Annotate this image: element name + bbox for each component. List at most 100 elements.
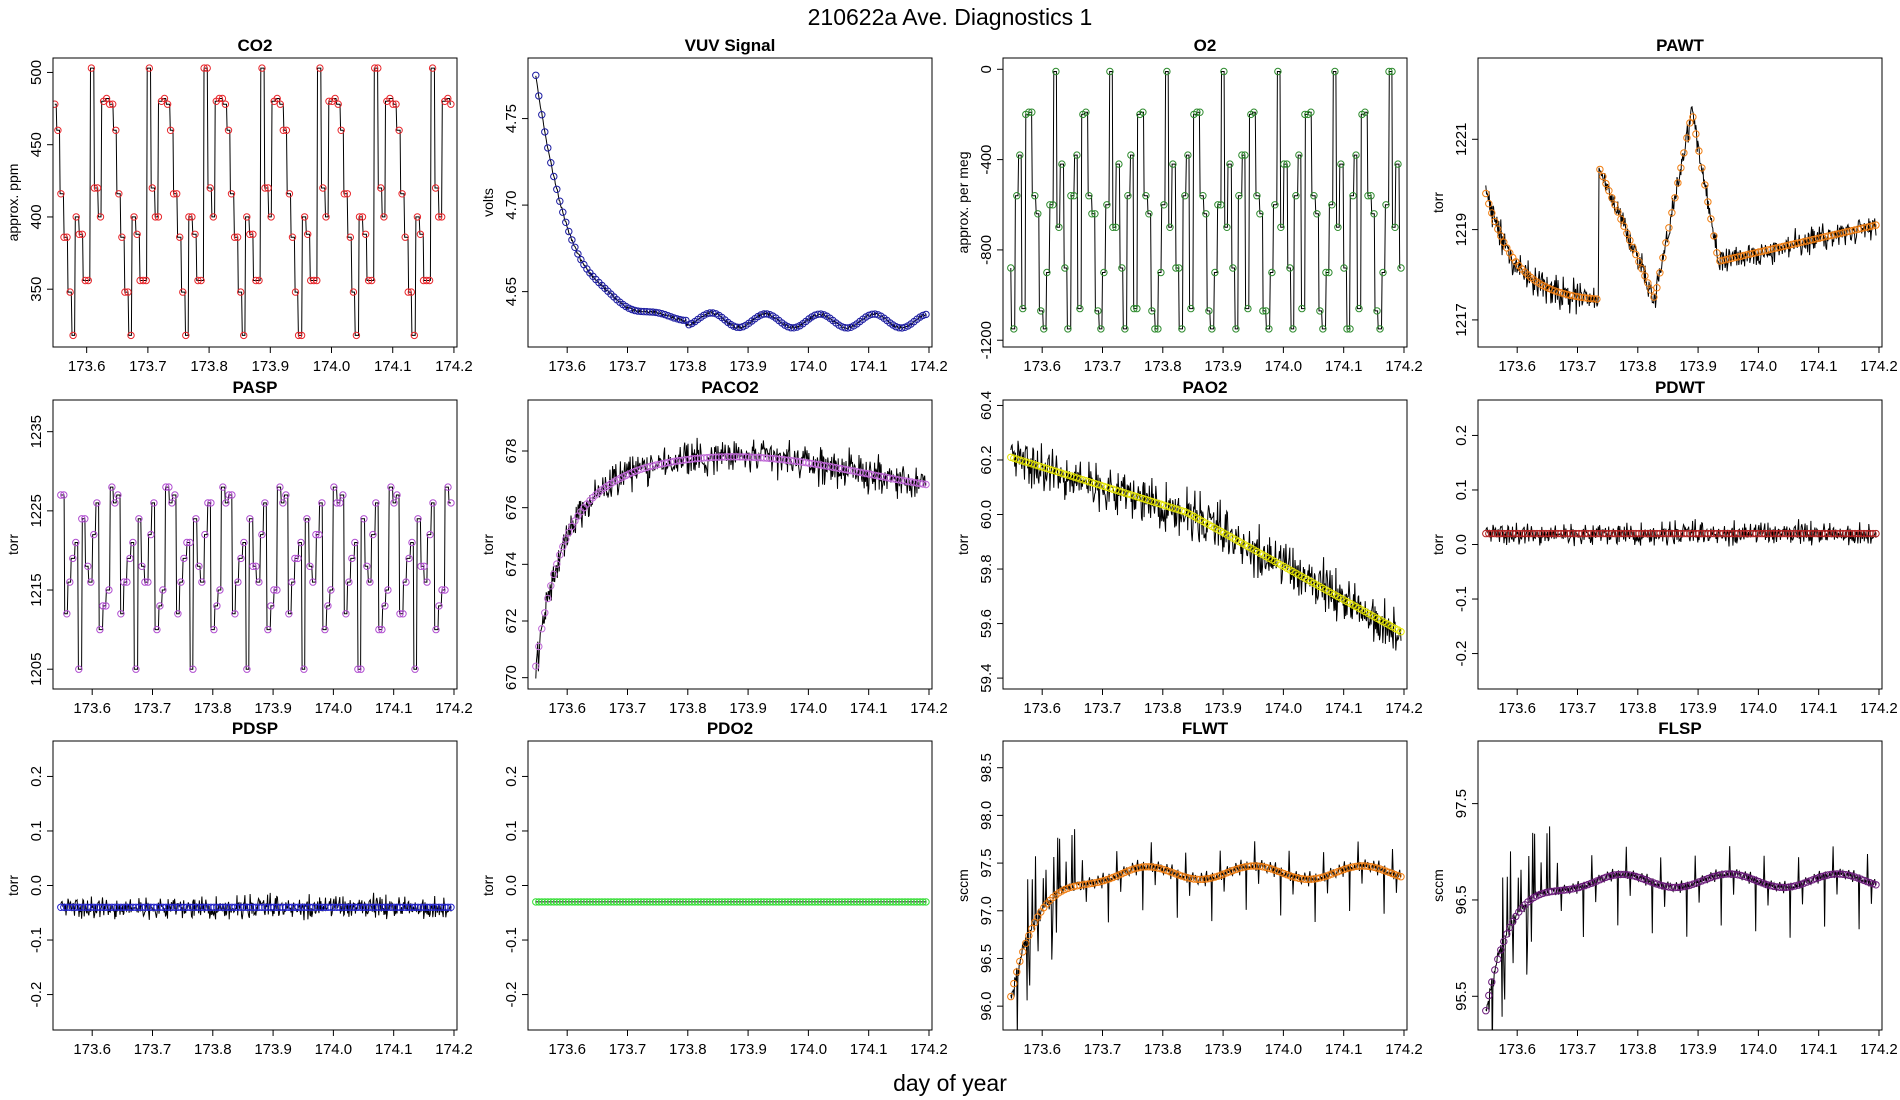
- plot-area: [53, 64, 455, 340]
- y-tick-label: 59.4: [978, 663, 995, 692]
- x-tick-label: 173.6: [548, 700, 586, 717]
- series-line: [535, 75, 927, 331]
- data-point: [371, 64, 379, 72]
- y-tick-label: 670: [503, 665, 520, 690]
- data-point: [386, 94, 394, 103]
- y-tick-label: 59.8: [978, 554, 995, 583]
- data-point: [1364, 192, 1372, 200]
- data-point: [1199, 192, 1207, 200]
- data-point: [544, 594, 552, 603]
- data-point: [390, 499, 398, 507]
- y-tick-label: 450: [28, 132, 45, 157]
- data-point: [568, 522, 576, 531]
- data-point: [243, 213, 251, 221]
- data-point: [162, 483, 170, 491]
- data-point: [288, 233, 297, 241]
- data-point: [444, 483, 452, 491]
- data-point: [1133, 304, 1141, 313]
- data-point: [366, 578, 374, 586]
- x-tick-label: 173.6: [548, 358, 586, 375]
- y-tick-label: 1221: [1453, 123, 1470, 156]
- data-point: [148, 184, 157, 192]
- data-point: [1394, 160, 1402, 168]
- data-point: [1166, 223, 1174, 232]
- data-point: [919, 480, 927, 488]
- chart-title: FLWT: [1182, 719, 1229, 738]
- data-point: [1205, 307, 1213, 315]
- data-point: [550, 172, 558, 181]
- data-point: [444, 94, 452, 103]
- data-point: [139, 276, 147, 285]
- data-point: [1025, 108, 1033, 116]
- data-point: [169, 190, 178, 198]
- data-point: [1695, 147, 1703, 155]
- data-point: [1686, 119, 1694, 127]
- data-point: [156, 602, 164, 610]
- data-point: [315, 530, 323, 539]
- y-tick-label: -0.1: [503, 927, 520, 953]
- plot-area: [1482, 105, 1880, 315]
- data-point: [285, 190, 294, 198]
- data-point: [432, 625, 440, 634]
- data-point: [255, 578, 263, 586]
- data-point: [547, 159, 555, 167]
- data-point: [571, 243, 579, 252]
- data-point: [198, 578, 206, 586]
- data-point: [1193, 108, 1201, 116]
- data-point: [204, 499, 212, 507]
- data-point: [565, 528, 573, 537]
- data-point: [389, 100, 397, 108]
- data-point: [111, 499, 119, 507]
- y-tick-label: 0.0: [503, 875, 520, 896]
- y-tick-label: 98.0: [978, 801, 995, 830]
- x-tick-label: 173.8: [1144, 700, 1182, 717]
- x-tick-label: 174.1: [1800, 700, 1838, 717]
- data-point: [121, 288, 129, 296]
- data-point: [1022, 939, 1030, 948]
- data-point: [318, 499, 326, 507]
- data-point: [1352, 151, 1360, 159]
- data-point: [324, 602, 332, 610]
- chart-svg-o2: O2 173.6 173.7 173.8 173.9 174.0 174.1 174.2 -12…: [955, 36, 1423, 375]
- x-tick-label: 173.9: [254, 700, 292, 717]
- x-tick-label: 173.6: [1023, 700, 1061, 717]
- y-tick-label: 500: [28, 60, 45, 85]
- data-point: [153, 625, 161, 634]
- data-point: [322, 213, 330, 221]
- series-line: [1010, 440, 1402, 651]
- data-point: [108, 483, 116, 491]
- data-point: [1665, 224, 1673, 232]
- data-point: [279, 126, 287, 135]
- data-point: [1361, 108, 1369, 116]
- y-tick-label: 95.5: [1453, 982, 1470, 1011]
- x-tick-label: 173.8: [1144, 358, 1182, 375]
- data-point: [112, 126, 120, 135]
- data-point: [1016, 957, 1024, 966]
- y-tick-label: -0.1: [28, 927, 45, 953]
- data-point: [138, 562, 146, 571]
- data-point: [1629, 243, 1637, 252]
- data-point: [411, 665, 419, 673]
- plot-area: [1007, 67, 1405, 333]
- data-point: [66, 288, 74, 296]
- series-line: [535, 437, 927, 679]
- data-point: [1163, 67, 1171, 76]
- data-point: [60, 491, 68, 499]
- data-point: [361, 230, 370, 239]
- data-point: [1172, 264, 1180, 272]
- x-tick-label: 173.9: [729, 358, 767, 375]
- series-line: [54, 67, 451, 336]
- data-point: [1307, 108, 1315, 116]
- data-point: [219, 483, 227, 491]
- x-tick-label: 174.0: [1740, 1041, 1778, 1058]
- data-point: [224, 126, 233, 135]
- data-point: [135, 515, 143, 523]
- plot-area: [532, 437, 930, 679]
- plot-frame: [1002, 57, 1408, 348]
- x-tick-label: 173.8: [669, 700, 707, 717]
- data-point: [188, 213, 196, 221]
- data-point: [300, 665, 308, 673]
- data-point: [1250, 108, 1258, 116]
- plot-area: [532, 71, 930, 332]
- data-point: [398, 190, 406, 198]
